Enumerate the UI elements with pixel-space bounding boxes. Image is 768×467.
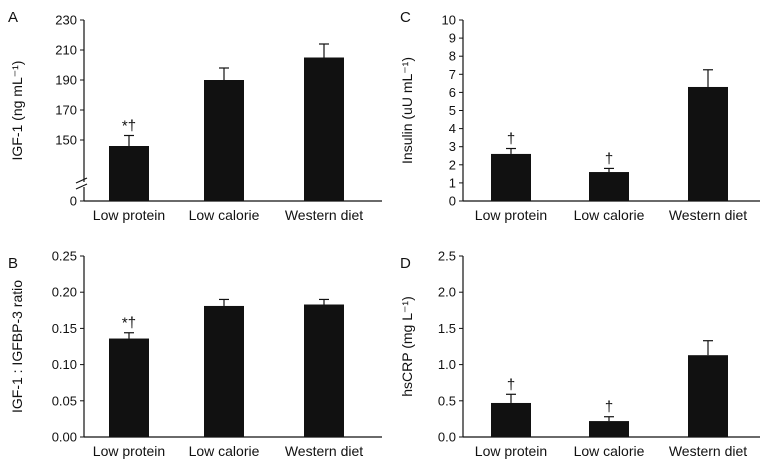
- panel-c-ytick-label: 4: [449, 121, 456, 136]
- panel-a-ytick-label: 230: [55, 13, 77, 28]
- panel-b-ytick-label: 0.25: [52, 249, 77, 264]
- panel-a-bar: [204, 80, 244, 201]
- panel-b-significance-marker: *†: [122, 315, 136, 332]
- panel-b-category-label: Western diet: [285, 443, 363, 459]
- panel-c-ytick-label: 0: [449, 194, 456, 209]
- panel-c-ytick-label: 6: [449, 85, 456, 100]
- panel-c-ytick-label: 7: [449, 67, 456, 82]
- panel-d-significance-marker: †: [605, 399, 613, 416]
- panel-a-label: A: [8, 9, 18, 26]
- panel-d-significance-marker: †: [507, 376, 515, 393]
- panel-c-ytick-label: 9: [449, 31, 456, 46]
- panel-b-category-label: Low calorie: [189, 443, 260, 459]
- panel-c-ytick-label: 5: [449, 103, 456, 118]
- panel-a-ytick-label: 0: [70, 194, 77, 209]
- panel-d-ytick-label: 2.0: [438, 285, 456, 300]
- panel-d-bar: [589, 421, 629, 437]
- panel-d-ytick-label: 1.5: [438, 321, 456, 336]
- panel-a-ytick-label: 190: [55, 73, 77, 88]
- panel-c-significance-marker: †: [605, 150, 613, 167]
- panel-a-ytick-label: 210: [55, 43, 77, 58]
- panel-b-ytick-label: 0.10: [52, 357, 77, 372]
- panel-c-ytick-label: 8: [449, 49, 456, 64]
- panel-a-ytick-label: 170: [55, 103, 77, 118]
- panel-d-ytick-label: 1.0: [438, 357, 456, 372]
- panel-a-category-label: Western diet: [285, 207, 363, 223]
- panel-b-y-axis-title: IGF-1 : IGFBP-3 ratio: [9, 280, 25, 413]
- panel-c-category-label: Low protein: [475, 207, 547, 223]
- panel-b-chart: B 0.00 0.05 0.10 0.15 0.20 0.25 *† Low protein L…: [8, 249, 382, 459]
- panel-c-bar: [688, 86, 728, 201]
- panel-c-bar: [589, 172, 629, 201]
- panel-c-bar: [491, 153, 531, 201]
- panel-d-ytick-label: 0.0: [438, 430, 456, 445]
- panel-a-category-label: Low calorie: [189, 207, 260, 223]
- panel-d-category-label: Low calorie: [574, 443, 645, 459]
- panel-d-ytick-label: 2.5: [438, 249, 456, 264]
- panel-c-chart: C 0 1 2 3 4 5 6 7 8 9 10 † Low protein † Low calorie We…: [399, 9, 760, 223]
- panel-d-bar: [688, 355, 728, 437]
- panel-b-bar: [109, 338, 149, 437]
- panel-b-label: B: [8, 255, 18, 272]
- panel-d-label: D: [400, 255, 411, 272]
- panel-a-chart: A 150 170 190 210 230 0 *† Low protein Low calor…: [8, 9, 382, 223]
- panel-c-label: C: [400, 9, 411, 26]
- panel-d-ytick-label: 0.5: [438, 393, 456, 408]
- panel-c-category-label: Western diet: [669, 207, 747, 223]
- panel-a-significance-marker: *†: [122, 118, 136, 135]
- panel-b-bar: [204, 305, 244, 437]
- panel-d-bar: [491, 402, 531, 437]
- panel-c-category-label: Low calorie: [574, 207, 645, 223]
- panel-b-ytick-label: 0.15: [52, 321, 77, 336]
- panel-c-significance-marker: †: [507, 131, 515, 148]
- panel-c-ytick-label: 10: [442, 13, 456, 28]
- panel-a-axis-break-slash: [75, 183, 88, 190]
- panel-a-category-label: Low protein: [93, 207, 165, 223]
- panel-a-y-axis-title: IGF-1 (ng mL⁻¹): [9, 61, 25, 161]
- panel-b-ytick-label: 0.20: [52, 285, 77, 300]
- panel-b-ytick-label: 0.05: [52, 393, 77, 408]
- panel-d-chart: D 0.0 0.5 1.0 1.5 2.0 2.5 † Low protein † Low cal…: [399, 249, 760, 459]
- panel-d-y-axis-title: hsCRP (mg L⁻¹): [399, 296, 415, 396]
- panel-b-category-label: Low protein: [93, 443, 165, 459]
- panel-a-bar: [304, 57, 344, 201]
- panel-a-axis-break-slash: [75, 177, 88, 184]
- panel-a-ytick-label: 150: [55, 133, 77, 148]
- panel-c-ytick-label: 2: [449, 157, 456, 172]
- panel-d-category-label: Low protein: [475, 443, 547, 459]
- panel-c-ytick-label: 3: [449, 139, 456, 154]
- panel-d-category-label: Western diet: [669, 443, 747, 459]
- panel-b-bar: [304, 304, 344, 437]
- panel-b-ytick-label: 0.00: [52, 430, 77, 445]
- panel-a-bar: [109, 146, 149, 201]
- panel-a-axis-break-gap: [72, 182, 92, 187]
- panel-c-ytick-label: 1: [449, 175, 456, 190]
- panel-c-y-axis-title: Insulin (uU mL⁻¹): [399, 57, 415, 164]
